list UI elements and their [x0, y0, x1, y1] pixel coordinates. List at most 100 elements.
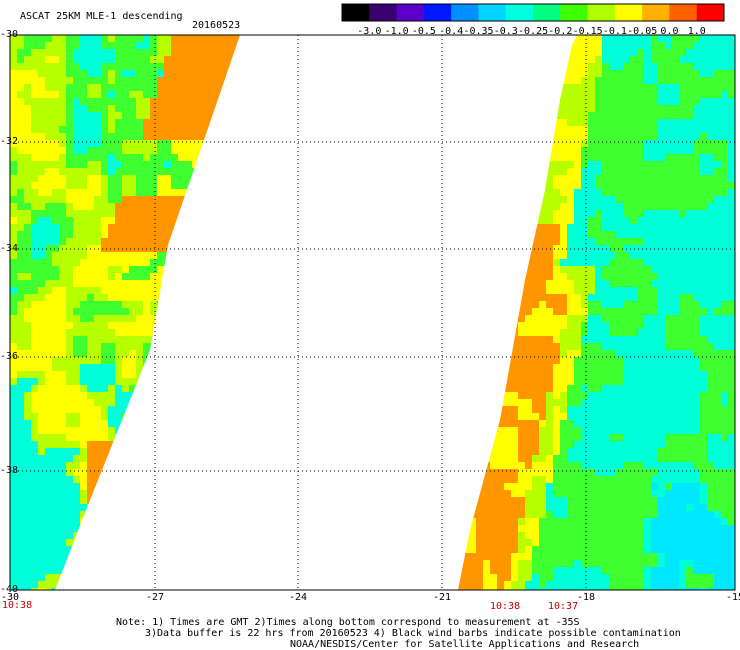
- left-swath: [10, 35, 240, 590]
- swath-pixel: [24, 504, 32, 512]
- swath-pixel: [227, 546, 235, 554]
- swath-pixel: [616, 343, 624, 351]
- swath-pixel: [17, 203, 25, 211]
- swath-pixel: [101, 336, 109, 344]
- swath-pixel: [504, 168, 512, 176]
- swath-pixel: [10, 259, 18, 267]
- swath-pixel: [220, 308, 228, 316]
- swath-pixel: [31, 140, 39, 148]
- swath-pixel: [483, 294, 491, 302]
- swath-pixel: [73, 105, 81, 113]
- swath-pixel: [17, 112, 25, 120]
- swath-pixel: [588, 392, 596, 400]
- swath-pixel: [525, 371, 533, 379]
- swath-pixel: [108, 56, 116, 64]
- swath-pixel: [588, 357, 596, 365]
- swath-pixel: [504, 154, 512, 162]
- swath-pixel: [574, 63, 582, 71]
- swath-pixel: [602, 287, 610, 295]
- swath-pixel: [651, 364, 659, 372]
- swath-pixel: [518, 231, 526, 239]
- swath-pixel: [714, 154, 722, 162]
- swath-pixel: [206, 308, 214, 316]
- swath-pixel: [234, 441, 240, 449]
- swath-pixel: [45, 469, 53, 477]
- swath-pixel: [602, 273, 610, 281]
- swath-pixel: [220, 189, 228, 197]
- swath-pixel: [504, 91, 512, 99]
- swath-pixel: [150, 371, 158, 379]
- swath-pixel: [630, 56, 638, 64]
- swath-pixel: [532, 371, 540, 379]
- swath-pixel: [157, 392, 165, 400]
- swath-pixel: [24, 308, 32, 316]
- swath-pixel: [616, 126, 624, 134]
- swath-pixel: [728, 56, 735, 64]
- swath-pixel: [553, 196, 561, 204]
- swath-pixel: [462, 413, 470, 421]
- swath-pixel: [693, 217, 701, 225]
- swath-pixel: [52, 385, 60, 393]
- swath-pixel: [136, 532, 144, 540]
- swath-pixel: [31, 497, 39, 505]
- swath-pixel: [10, 280, 18, 288]
- swath-pixel: [693, 98, 701, 106]
- swath-pixel: [707, 77, 715, 85]
- swath-pixel: [483, 63, 491, 71]
- swath-pixel: [483, 392, 491, 400]
- swath-pixel: [38, 329, 46, 337]
- swath-pixel: [38, 161, 46, 169]
- swath-pixel: [693, 56, 701, 64]
- swath-pixel: [136, 399, 144, 407]
- swath-pixel: [476, 427, 484, 435]
- swath-pixel: [469, 154, 477, 162]
- swath-pixel: [616, 399, 624, 407]
- swath-pixel: [192, 455, 200, 463]
- swath-pixel: [497, 427, 505, 435]
- swath-pixel: [24, 462, 32, 470]
- swath-pixel: [192, 406, 200, 414]
- swath-pixel: [80, 252, 88, 260]
- swath-pixel: [679, 294, 687, 302]
- swath-pixel: [80, 175, 88, 183]
- swath-pixel: [707, 378, 715, 386]
- swath-pixel: [220, 161, 228, 169]
- swath-pixel: [52, 343, 60, 351]
- swath-pixel: [143, 175, 151, 183]
- swath-pixel: [658, 343, 666, 351]
- swath-pixel: [469, 378, 477, 386]
- swath-pixel: [220, 105, 228, 113]
- swath-pixel: [115, 336, 123, 344]
- swath-pixel: [108, 399, 116, 407]
- swath-pixel: [17, 140, 25, 148]
- swath-pixel: [206, 91, 214, 99]
- swath-pixel: [59, 294, 67, 302]
- swath-pixel: [581, 126, 589, 134]
- swath-pixel: [129, 490, 137, 498]
- swath-pixel: [101, 350, 109, 358]
- swath-pixel: [672, 357, 680, 365]
- swath-pixel: [462, 133, 470, 141]
- swath-pixel: [17, 336, 25, 344]
- swath-pixel: [644, 182, 652, 190]
- swath-pixel: [157, 490, 165, 498]
- swath-pixel: [115, 49, 123, 57]
- swath-pixel: [157, 175, 165, 183]
- swath-pixel: [458, 364, 463, 372]
- swath-pixel: [644, 259, 652, 267]
- swath-pixel: [38, 238, 46, 246]
- swath-pixel: [80, 511, 88, 519]
- swath-pixel: [129, 455, 137, 463]
- swath-pixel: [602, 161, 610, 169]
- swath-pixel: [87, 231, 95, 239]
- swath-pixel: [66, 483, 74, 491]
- swath-pixel: [157, 574, 165, 582]
- swath-pixel: [574, 301, 582, 309]
- swath-pixel: [714, 105, 722, 113]
- swath-pixel: [637, 301, 645, 309]
- swath-pixel: [178, 294, 186, 302]
- swath-pixel: [10, 273, 18, 281]
- swath-pixel: [707, 392, 715, 400]
- swath-pixel: [192, 84, 200, 92]
- swath-pixel: [24, 217, 32, 225]
